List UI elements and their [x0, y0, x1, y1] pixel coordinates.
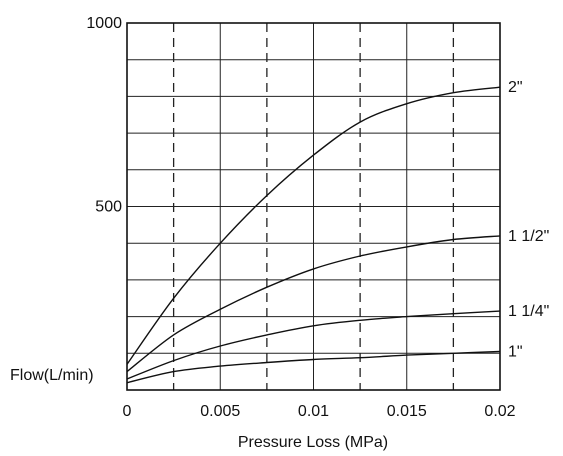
series-label-2: 1 1/4" — [508, 303, 549, 320]
x-tick-label-3: 0.015 — [387, 403, 427, 420]
series-line-1 — [126, 235, 501, 373]
series-line-2 — [126, 310, 501, 380]
y-tick-label-1: 1000 — [86, 15, 122, 32]
series-line-3 — [126, 350, 501, 384]
x-tick-label-4: 0.02 — [484, 403, 515, 420]
x-axis-title: Pressure Loss (MPa) — [238, 434, 388, 451]
plot-frame — [126, 22, 501, 391]
y-axis-title: Flow(L/min) — [10, 367, 94, 384]
y-tick-label-0: 500 — [95, 199, 122, 216]
series-line-0 — [126, 86, 501, 365]
tick-layer: 0 0.005 0.01 0.015 0.02 500 1000 — [86, 15, 515, 420]
series-label-3: 1" — [508, 343, 523, 360]
x-tick-label-0: 0 — [123, 403, 132, 420]
series-label-1: 1 1/2" — [508, 228, 549, 245]
series-layer — [126, 86, 501, 384]
label-layer: 2" 1 1/2" 1 1/4" 1" — [508, 79, 549, 360]
grid-layer — [127, 22, 501, 390]
x-tick-label-2: 0.01 — [298, 403, 329, 420]
series-label-0: 2" — [508, 79, 523, 96]
x-tick-label-1: 0.005 — [200, 403, 240, 420]
